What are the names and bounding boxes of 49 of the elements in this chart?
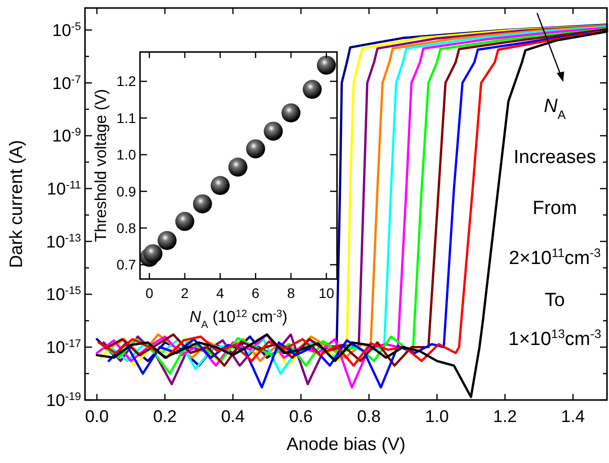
y-tick-label: 0.7	[116, 256, 136, 273]
annotation: 2×10$^{11}$cm$^{-3}$	[508, 246, 601, 269]
x-tick-label: 2	[180, 285, 189, 301]
point	[264, 122, 283, 141]
point	[316, 56, 336, 75]
y-tick-label: 0.9	[116, 183, 136, 200]
x-axis-title: Anode bias (V)	[286, 434, 406, 454]
y-tick-label: 1.2	[116, 73, 136, 90]
y-tick-label: 10$^{-13}$	[46, 232, 81, 252]
x-tick-label: 0.8	[357, 407, 381, 426]
y-tick-label: 1.0	[116, 146, 136, 163]
y-axis-title: Threshold voltage (V)	[93, 89, 110, 242]
x-tick-label: 4	[216, 285, 224, 301]
annotation: From	[532, 198, 577, 219]
annotation: 1×10$^{13}$cm$^{-3}$	[508, 327, 602, 350]
y-tick-label: 10$^{-15}$	[46, 285, 81, 304]
y-tick-label: 10$^{-7}$	[52, 74, 81, 93]
point	[158, 230, 177, 250]
y-axis-title: Dark current (A)	[6, 140, 26, 268]
x-tick-label: 0.6	[289, 407, 313, 426]
point	[192, 194, 212, 214]
y-tick-label: 1.1	[116, 110, 136, 126]
point	[246, 139, 266, 158]
x-tick-label: 8	[287, 285, 296, 301]
x-tick-label: 1.4	[561, 407, 585, 426]
point	[228, 158, 248, 177]
x-axis-title: N$_{A}$ (10$^{12}$ cm$^{-3}$)	[190, 308, 288, 330]
x-tick-label: 0.2	[153, 407, 177, 426]
y-tick-label: 10$^{-19}$	[46, 390, 81, 410]
y-tick-label: 10$^{-17}$	[46, 338, 81, 358]
x-tick-label: 0	[145, 285, 154, 301]
x-tick-label: 1.0	[425, 407, 449, 426]
y-tick-label: 10$^{-5}$	[52, 20, 81, 40]
point	[143, 244, 162, 264]
point	[281, 103, 300, 122]
point	[175, 212, 194, 231]
y-tick-label: 10$^{-11}$	[46, 180, 81, 199]
annotation: Increases	[514, 147, 596, 168]
x-tick-label: 1.2	[493, 407, 517, 426]
y-tick-label: 0.8	[116, 220, 136, 236]
annotation: N$_{A}$	[544, 96, 567, 122]
x-tick-label: 6	[252, 285, 260, 301]
y-tick-label: 10$^{-9}$	[52, 126, 81, 146]
x-tick-label: 0.4	[221, 407, 245, 426]
annotation: To	[544, 290, 565, 311]
point	[210, 176, 230, 195]
x-tick-label: 10	[318, 285, 334, 301]
point	[302, 80, 322, 99]
x-tick-label: 0.0	[85, 407, 109, 426]
